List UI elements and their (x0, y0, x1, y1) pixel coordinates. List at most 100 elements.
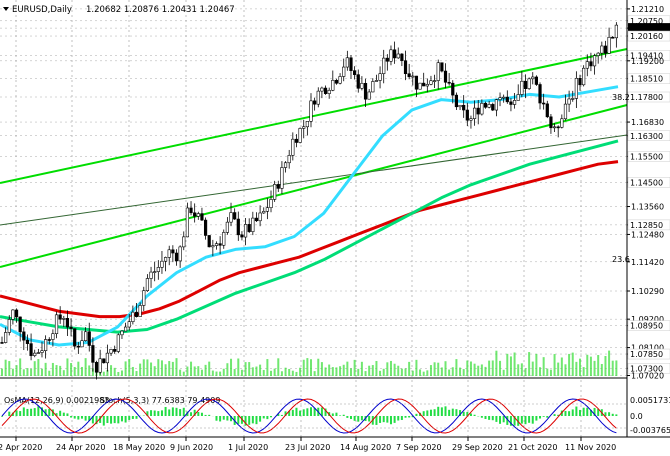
osma-bar (306, 408, 309, 416)
candle-body (14, 309, 19, 318)
candle-body (374, 80, 379, 82)
candle-body (113, 349, 117, 352)
volume-bar (429, 365, 432, 376)
volume-bar (313, 371, 316, 376)
osma-bar (110, 416, 113, 424)
candle-body (243, 224, 248, 238)
candle-body (276, 184, 280, 189)
volume-bar (248, 362, 251, 376)
volume-bar (208, 361, 211, 376)
osma-bar (320, 407, 323, 416)
candle-body (509, 101, 513, 105)
osma-bar (88, 416, 91, 421)
level-tag-label: 1.20750 (630, 17, 663, 26)
osma-bar (615, 414, 618, 416)
x-tick-label: 1 Jul 2020 (228, 443, 268, 452)
volume-bar (230, 358, 233, 376)
volume-bar (426, 370, 429, 376)
volume-bar (80, 366, 83, 376)
volume-bar (542, 357, 545, 376)
candle-body (138, 305, 142, 317)
osma-bar (175, 407, 178, 416)
candle-body (578, 77, 582, 86)
osma-bar (164, 406, 167, 416)
x-tick-label: 14 Aug 2020 (340, 443, 391, 452)
volume-bar (251, 367, 254, 376)
candle-body (582, 67, 586, 86)
volume-bar (549, 369, 552, 376)
osma-bar (589, 409, 592, 416)
dropdown-triangle-icon[interactable] (3, 7, 9, 11)
candle-body (345, 57, 349, 68)
volume-bar (139, 363, 142, 376)
volume-bar (175, 358, 178, 376)
osma-bar (237, 416, 240, 424)
level-tag-box (627, 219, 670, 231)
volume-bar (524, 368, 527, 376)
volume-bar (557, 362, 560, 376)
volume-bar (360, 361, 363, 376)
volume-bar (371, 365, 374, 376)
candle-body (523, 80, 528, 89)
osma-bar (386, 416, 389, 423)
volume-bar (22, 369, 25, 376)
osma-bar (70, 416, 73, 418)
volume-bar (4, 359, 7, 376)
volume-bar (84, 358, 87, 376)
candle-body (396, 53, 400, 59)
volume-bar (110, 365, 113, 376)
volume-bar (168, 361, 171, 376)
volume-bar (593, 360, 596, 376)
volume-bar (600, 363, 603, 376)
volume-bar (190, 361, 193, 376)
osma-bar (568, 411, 571, 416)
y-tick-label: 1.10290 (631, 287, 664, 296)
volume-bar (48, 370, 51, 376)
osma-bar (77, 416, 80, 420)
volume-bar (219, 371, 222, 376)
osma-bar (91, 416, 94, 424)
ma-slow-line (0, 160, 619, 319)
candle-body (542, 102, 546, 105)
volume-bar (270, 370, 273, 376)
candle-body (25, 339, 30, 344)
volume-bar (259, 364, 262, 376)
stoch-label: Stoch(5,3,3) 77.6383 79.4909 (100, 396, 220, 405)
y-tick-label: 1.16830 (631, 118, 664, 127)
volume-bar (150, 362, 153, 376)
candle-body (385, 57, 389, 62)
fib-label: 23.6 (612, 255, 630, 264)
osma-bar (48, 408, 51, 416)
symbol-label: EURUSD,Daily (12, 5, 72, 15)
osma-bar (124, 416, 127, 423)
candle-body (338, 76, 342, 84)
candle-body (567, 98, 571, 105)
osma-bar (400, 416, 403, 420)
volume-bar (255, 366, 258, 376)
osma-bar (389, 416, 392, 425)
osma-bar (37, 406, 40, 416)
volume-bar (193, 366, 196, 376)
indicator-tick: 0.0 (630, 412, 643, 421)
osma-bar (55, 413, 58, 416)
volume-bar (113, 367, 116, 376)
candle-body (552, 126, 557, 129)
osma-bar (299, 410, 302, 416)
candle-body (382, 57, 386, 74)
candle-body (527, 78, 531, 89)
volume-bar (513, 352, 516, 376)
osma-bar (295, 407, 298, 416)
volume-bar (291, 370, 294, 376)
candle-body (193, 212, 197, 217)
candle-body (211, 245, 215, 248)
osma-bar (280, 414, 283, 416)
ohlc-readout: 1.20682 1.20876 1.20431 1.20467 (86, 5, 235, 15)
candle-body (171, 249, 175, 254)
candle-body (531, 76, 535, 80)
candle-body (589, 61, 593, 67)
osma-bar (509, 416, 512, 426)
candle-body (145, 278, 150, 291)
candle-body (356, 74, 360, 89)
